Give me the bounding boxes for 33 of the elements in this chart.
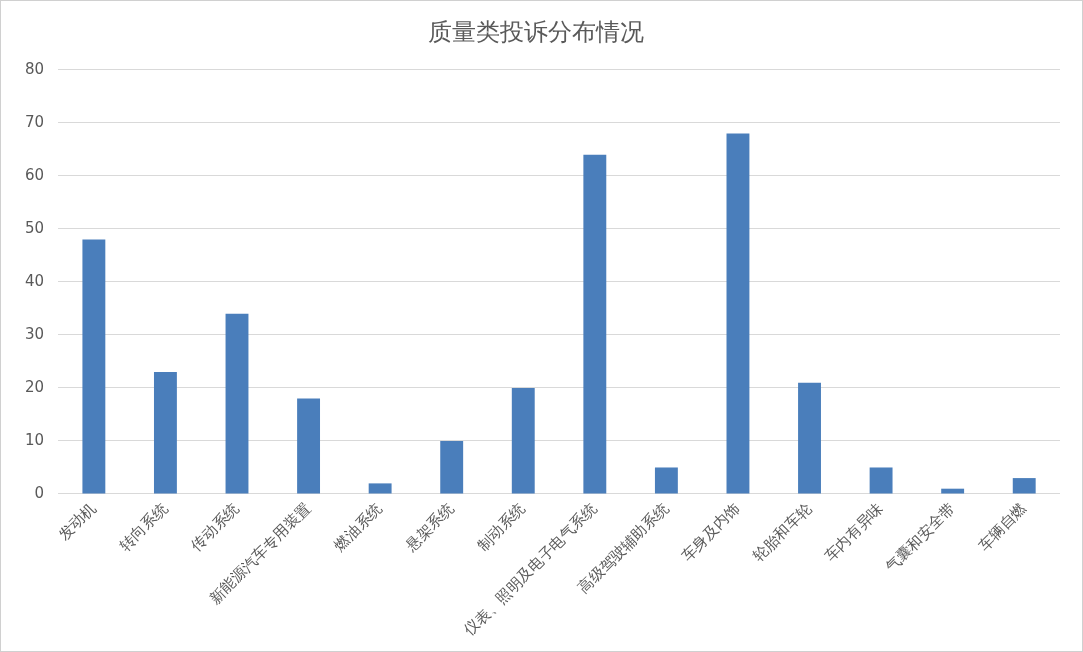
y-tick-label: 10 (24, 430, 45, 449)
bar (297, 398, 321, 494)
y-tick-label: 80 (24, 59, 45, 78)
x-tick-label: 悬架系统 (401, 499, 458, 556)
x-tick-label: 车内有异味 (820, 499, 887, 565)
bar (798, 382, 821, 494)
x-tick-label: 燃油系统 (330, 499, 386, 555)
y-tick-label: 50 (24, 218, 45, 237)
x-tick-label: 发动机 (54, 499, 100, 544)
chart-title: 质量类投诉分布情况 (427, 17, 644, 46)
bar (225, 313, 249, 494)
y-tick-label: 20 (24, 377, 45, 396)
y-tick-label: 70 (24, 112, 45, 131)
x-tick-label: 传动系统 (187, 499, 243, 555)
x-tick-label: 轮胎和车轮 (749, 499, 816, 565)
bar (726, 133, 750, 494)
y-tick-label: 60 (24, 165, 45, 184)
y-tick-label: 30 (24, 324, 45, 343)
y-tick-label: 0 (34, 483, 45, 502)
bar (1012, 478, 1036, 494)
bar (82, 239, 106, 494)
bar (440, 440, 464, 494)
bar (654, 467, 678, 494)
bar (583, 154, 607, 494)
y-tick-label: 40 (24, 271, 45, 290)
bar (368, 483, 392, 494)
x-tick-label: 车身及内饰 (677, 499, 744, 565)
bar (153, 372, 177, 494)
bar (869, 467, 893, 494)
x-tick-label: 车辆自燃 (974, 499, 1030, 555)
x-tick-label: 转向系统 (115, 499, 172, 555)
bar (511, 387, 535, 494)
x-tick-label: 制动系统 (473, 499, 529, 555)
